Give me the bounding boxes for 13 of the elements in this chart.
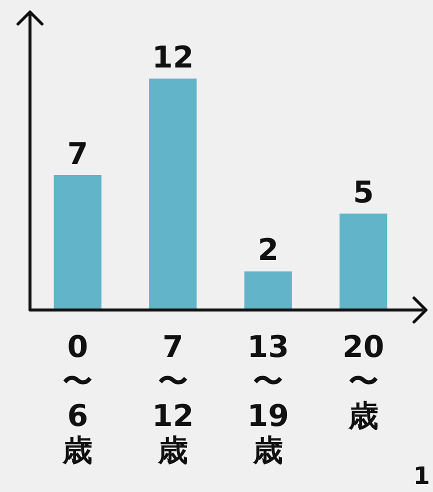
x-tick-label: 7〜12歳 (152, 330, 194, 469)
bar (54, 175, 102, 310)
data-label: 12 (152, 40, 194, 76)
x-tick-label: 20〜歳 (342, 330, 384, 434)
bar (244, 271, 292, 310)
data-label: 5 (352, 175, 374, 210)
text: 1 (413, 462, 430, 490)
data-label: 2 (258, 233, 279, 268)
bar (149, 78, 197, 310)
x-tick-label: 0〜6歳 (62, 330, 93, 469)
data-label: 7 (67, 136, 88, 172)
x-tick-label: 13〜19歳 (247, 330, 289, 469)
bar (340, 214, 388, 310)
